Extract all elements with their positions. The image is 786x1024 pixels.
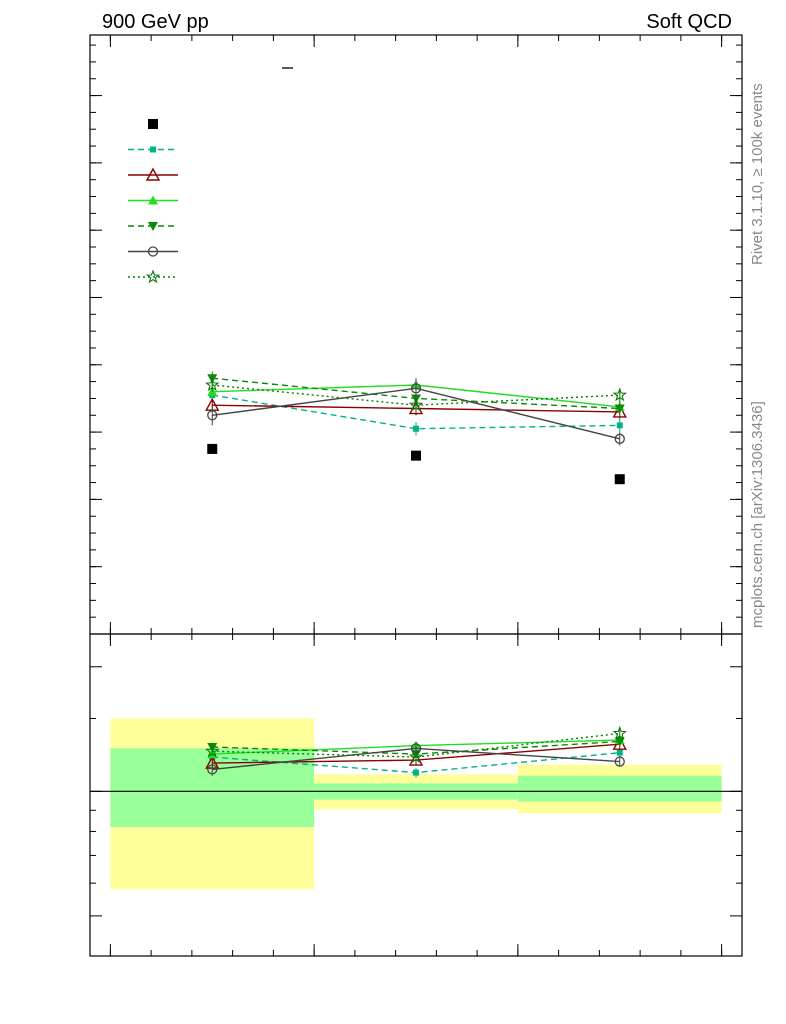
legend-marker [148, 195, 158, 205]
data-point [614, 737, 625, 747]
data-point [207, 764, 218, 775]
legend-marker [148, 119, 158, 129]
data-point [410, 383, 422, 394]
main-plot-panel [89, 34, 743, 635]
legend [128, 119, 178, 284]
uncertainty-band-inner [517, 775, 722, 802]
side-label-top: Rivet 3.1.10, ≥ 100k events [749, 83, 766, 265]
data-point [616, 749, 623, 756]
legend-marker [150, 146, 156, 153]
side-label-bottom: mcplots.cern.ch [arXiv:1306.3436] [749, 401, 766, 628]
ratio-series-5 [204, 725, 628, 764]
data-point [207, 410, 218, 421]
ratio-plot-frame [89, 633, 743, 957]
legend-item [128, 222, 178, 231]
data-point [612, 387, 627, 402]
header-right: Soft QCD [646, 11, 732, 33]
main-plot-frame [89, 34, 743, 635]
data-point [614, 404, 625, 414]
data-point [612, 725, 628, 740]
data-point [207, 443, 218, 454]
data-point [413, 425, 419, 432]
data-point [205, 377, 220, 392]
series-line [212, 384, 620, 406]
legend-item [128, 146, 178, 153]
data-point [408, 397, 424, 412]
series-4 [207, 378, 625, 446]
legend-marker [148, 222, 158, 231]
ratio-plot-panel [89, 633, 743, 957]
data-series-lhcb [207, 443, 625, 485]
legend-marker [145, 269, 161, 284]
data-point [612, 404, 627, 418]
data-point [411, 450, 421, 461]
series-line [212, 394, 620, 430]
legend-item [128, 246, 178, 257]
data-point [614, 433, 625, 444]
legend-item [128, 269, 178, 284]
data-point [413, 769, 419, 776]
legend-item [148, 119, 158, 129]
series-line [212, 732, 620, 758]
data-point [616, 422, 623, 429]
data-point [614, 474, 625, 485]
legend-item [128, 195, 178, 205]
legend-marker [145, 167, 161, 181]
data-point [408, 749, 424, 764]
legend-marker [147, 246, 159, 257]
legend-item [128, 167, 178, 181]
data-point [614, 756, 625, 767]
header-left: 900 GeV pp [102, 11, 209, 33]
data-point [204, 743, 220, 758]
series-5 [205, 377, 627, 412]
